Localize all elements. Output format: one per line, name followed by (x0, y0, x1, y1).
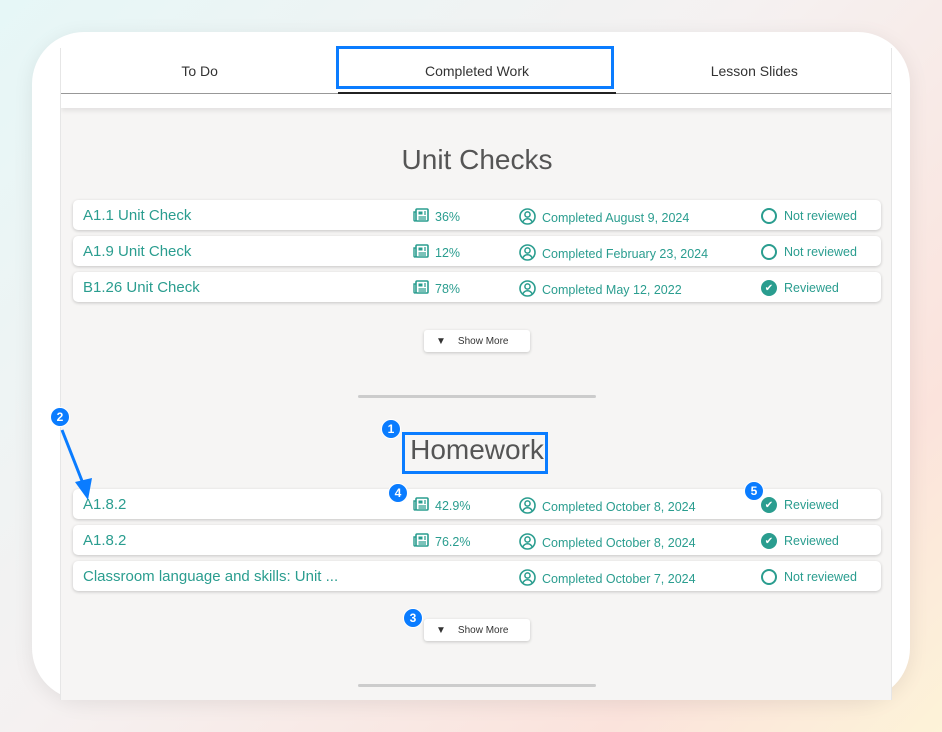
tab-to-do[interactable]: To Do (181, 62, 218, 79)
caret-down-icon: ▼ (436, 624, 446, 636)
user-circle-icon (519, 497, 536, 517)
check-circle-icon: ✔ (761, 280, 777, 296)
item-date: Completed May 12, 2022 (542, 283, 682, 297)
item-date: Completed October 8, 2024 (542, 536, 696, 550)
caret-down-icon: ▼ (436, 335, 446, 347)
newspaper-icon (413, 533, 429, 550)
check-circle-icon: ✔ (761, 533, 777, 549)
item-title: A1.8.2 (83, 496, 127, 513)
newspaper-icon (413, 280, 429, 297)
unit-checks-heading: Unit Checks (401, 144, 553, 175)
item-date: Completed August 9, 2024 (542, 211, 690, 225)
user-circle-icon (519, 533, 536, 553)
homework-show-more-button[interactable]: ▼ Show More (424, 619, 530, 641)
item-score: 36% (435, 209, 461, 224)
check-circle-icon: ✔ (761, 497, 777, 513)
user-circle-icon (519, 208, 536, 228)
user-circle-icon (519, 280, 536, 300)
review-status: Not reviewed (784, 209, 857, 223)
review-status: Reviewed (784, 281, 839, 295)
section-divider (358, 684, 596, 687)
list-item[interactable]: A1.9 Unit Check 12% Completed February 23,… (73, 236, 881, 266)
annotation-badge: 5 (744, 481, 764, 501)
tab-lesson-slides[interactable]: Lesson Slides (710, 62, 798, 79)
user-circle-icon (519, 569, 536, 589)
list-item[interactable]: B1.26 Unit Check 78% Completed May 12, 202… (73, 272, 881, 302)
review-status: Not reviewed (784, 245, 857, 259)
newspaper-icon (413, 208, 429, 225)
annotation-badge: 3 (403, 608, 423, 628)
list-item[interactable]: Classroom language and skills: Unit ... C… (73, 561, 881, 591)
item-title: A1.1 Unit Check (83, 207, 192, 224)
item-title: A1.8.2 (83, 532, 127, 549)
item-title: A1.9 Unit Check (83, 243, 192, 260)
completed-work-panel: To Do Completed Work Lesson Slides Unit … (60, 48, 892, 700)
annotation-badge: 4 (388, 483, 408, 503)
newspaper-icon (413, 497, 429, 514)
section-divider (358, 395, 596, 398)
item-date: Completed October 7, 2024 (542, 572, 696, 586)
annotation-badge: 1 (381, 419, 401, 439)
item-date: Completed October 8, 2024 (542, 500, 696, 514)
list-item[interactable]: A1.1 Unit Check 36% Completed August 9, 20… (73, 200, 881, 230)
item-title: B1.26 Unit Check (83, 279, 200, 296)
homework-heading: Homework (410, 434, 544, 465)
newspaper-icon (413, 244, 429, 261)
tab-completed-work[interactable]: Completed Work (338, 48, 616, 95)
review-status: Reviewed (784, 534, 839, 548)
review-status: Reviewed (784, 498, 839, 512)
tab-underbar (61, 94, 891, 108)
list-item[interactable]: A1.8.2 76.2% Completed October 8, 2024 ✔ Rev… (73, 525, 881, 555)
item-date: Completed February 23, 2024 (542, 247, 709, 261)
review-status: Not reviewed (784, 570, 857, 584)
user-circle-icon (519, 244, 536, 264)
empty-circle-icon (761, 569, 777, 585)
item-title: Classroom language and skills: Unit ... (83, 568, 339, 585)
item-score: 42.9% (435, 498, 471, 513)
item-score: 76.2% (435, 534, 471, 549)
annotation-badge: 2 (50, 407, 70, 427)
item-score: 12% (435, 245, 461, 260)
empty-circle-icon (761, 208, 777, 224)
empty-circle-icon (761, 244, 777, 260)
item-score: 78% (435, 281, 461, 296)
unit-checks-show-more-button[interactable]: ▼ Show More (424, 330, 530, 352)
